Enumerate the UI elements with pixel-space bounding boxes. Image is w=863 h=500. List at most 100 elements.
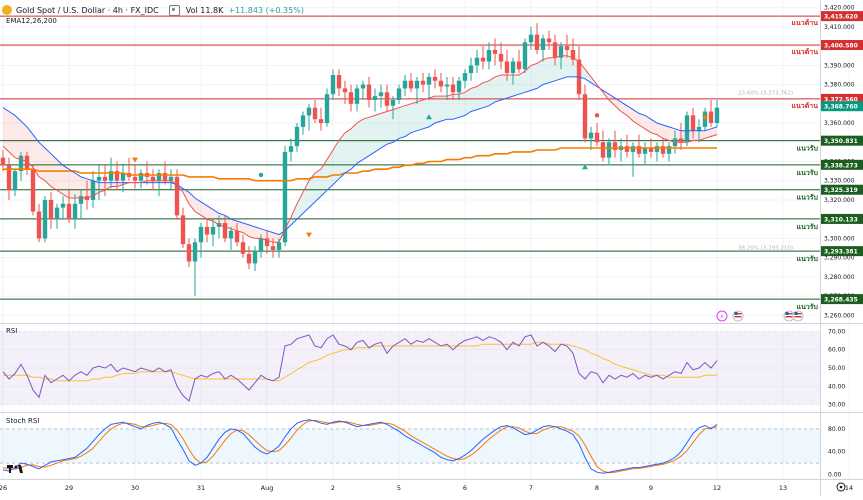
stoch-rsi-legend[interactable]: Stoch RSI — [6, 417, 40, 425]
candle-body — [420, 80, 426, 85]
ema-cloud-fill — [567, 55, 573, 77]
ema-cloud-fill — [435, 96, 441, 124]
ema-cloud-fill — [555, 55, 561, 81]
candle-body — [414, 80, 420, 89]
time-tick-label: 26 — [0, 484, 7, 492]
support-price-value: 3,350.831 — [824, 138, 858, 145]
price-tick-label: 3,360.000 — [824, 120, 855, 127]
ema-cloud-fill — [105, 182, 111, 191]
candle-body — [288, 146, 294, 152]
ema-cloud-fill — [609, 94, 615, 106]
support-label: แนวรับ — [797, 194, 819, 202]
ema-cloud-fill — [501, 74, 507, 100]
support-price-value: 3,268.435 — [824, 297, 858, 304]
rsi-legend[interactable]: RSI — [6, 327, 18, 335]
resistance-price-badge — [821, 40, 863, 51]
ema-cloud-fill — [513, 74, 519, 97]
candle-body — [624, 146, 630, 152]
flag-canton — [785, 312, 789, 315]
support-label: แนวรับ — [797, 169, 819, 177]
candle-body — [408, 80, 414, 89]
candle-body — [462, 73, 468, 81]
ema-cloud-fill — [303, 180, 309, 214]
price-tick-label: 3,260.000 — [824, 312, 855, 319]
time-tick-label: Aug — [261, 484, 274, 492]
candle-body — [294, 126, 300, 147]
ema-cloud-fill — [297, 192, 303, 220]
time-tick-label: 8 — [595, 484, 599, 492]
candle-body — [570, 49, 576, 60]
ema-cloud-fill — [333, 140, 339, 185]
symbol-title[interactable]: Gold Spot / U.S. Dollar · 4h · FX_IDC — [16, 5, 159, 15]
ema-cloud-fill — [69, 169, 75, 199]
candle-body — [228, 230, 234, 239]
ema-cloud-fill — [537, 59, 543, 89]
change-label: +11.843 (+0.35%) — [228, 5, 304, 15]
candle-body — [60, 203, 66, 208]
candle-body — [540, 38, 546, 50]
candle-body — [546, 38, 552, 43]
candle-body — [504, 61, 510, 74]
candle-body — [72, 203, 78, 220]
signal-triangle-down — [306, 232, 312, 238]
ema-cloud-fill — [699, 130, 705, 141]
candle-body — [24, 155, 30, 170]
candle-body — [246, 253, 252, 264]
ema-cloud-fill — [381, 111, 387, 149]
candle-body — [522, 42, 528, 70]
ema-cloud-fill — [633, 109, 639, 125]
time-tick-label: 13 — [779, 484, 787, 492]
candle-body — [690, 115, 696, 131]
rsi-tick-label: 30.00 — [828, 402, 845, 409]
ema-cloud-fill — [327, 149, 333, 191]
signal-triangle-up — [582, 164, 588, 170]
ema-cloud-fill — [561, 55, 567, 79]
ema-legend[interactable]: EMA12,26,200 — [6, 17, 57, 25]
ema-cloud-fill — [489, 76, 495, 106]
candle-body — [18, 155, 24, 172]
candle-body — [648, 148, 654, 152]
visibility-eye-icon[interactable] — [168, 4, 180, 16]
flash-event-icon[interactable] — [716, 310, 728, 322]
candle-body — [162, 173, 168, 181]
candle-body — [552, 42, 558, 58]
ema-cloud-fill — [339, 132, 345, 179]
gear-icon[interactable] — [836, 482, 846, 492]
gold-symbol-icon — [2, 5, 12, 15]
ema-cloud-fill — [399, 105, 405, 139]
ema-cloud-fill — [21, 121, 27, 162]
candle-body — [264, 238, 270, 247]
ema-cloud-fill — [309, 173, 315, 208]
support-price-value: 3,325.319 — [824, 187, 858, 194]
candle-body — [156, 173, 162, 181]
support-label: แนวรับ — [797, 145, 819, 153]
ema-cloud-fill — [33, 134, 39, 177]
candle-body — [312, 107, 318, 120]
candle-body — [480, 57, 486, 62]
flash-event-glyph: ⚡ — [720, 313, 725, 321]
candle-body — [198, 226, 204, 243]
candle-body — [678, 138, 684, 143]
ema-cloud-fill — [249, 224, 255, 239]
candle-body — [510, 61, 516, 74]
candle-body — [366, 84, 372, 100]
chart-header: Gold Spot / U.S. Dollar · 4h · FX_IDC Vo… — [2, 3, 304, 17]
ema-cloud-fill — [393, 107, 399, 143]
support-price-value: 3,338.273 — [824, 162, 858, 169]
candle-body — [450, 84, 456, 93]
ema-cloud-fill — [363, 117, 369, 160]
candle-body — [354, 88, 360, 104]
candle-body — [666, 146, 672, 154]
flag-stripe — [794, 313, 802, 315]
fib-annotation: 23.60% (3,373.762) — [738, 91, 793, 97]
candle-body — [456, 80, 462, 93]
tradingview-logo[interactable] — [7, 465, 23, 473]
stoch-k-line — [2, 419, 718, 474]
resistance-label: แนวต้าน — [792, 101, 819, 110]
signal-dot-green — [258, 172, 264, 178]
time-tick-label: 5 — [397, 484, 401, 492]
candle-body — [132, 176, 138, 181]
candle-body — [684, 115, 690, 143]
ema-cloud-fill — [63, 165, 69, 199]
candle-body — [654, 146, 660, 152]
